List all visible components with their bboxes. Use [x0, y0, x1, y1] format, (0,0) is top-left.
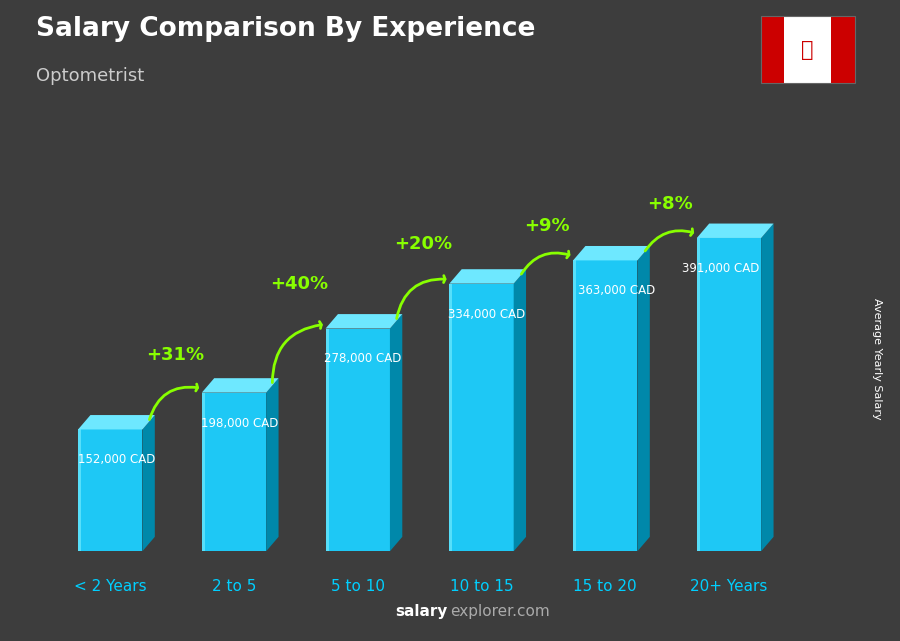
- Text: 198,000 CAD: 198,000 CAD: [201, 417, 278, 429]
- Polygon shape: [266, 378, 279, 551]
- Text: 🍁: 🍁: [802, 40, 814, 60]
- Polygon shape: [449, 283, 514, 551]
- Polygon shape: [326, 328, 328, 551]
- Polygon shape: [573, 260, 637, 551]
- Text: 2 to 5: 2 to 5: [212, 579, 256, 594]
- Text: +31%: +31%: [146, 346, 204, 364]
- Polygon shape: [449, 283, 453, 551]
- Text: 391,000 CAD: 391,000 CAD: [682, 262, 760, 275]
- Text: explorer.com: explorer.com: [450, 604, 550, 619]
- Text: 278,000 CAD: 278,000 CAD: [324, 353, 401, 365]
- Polygon shape: [697, 224, 773, 238]
- Polygon shape: [78, 415, 155, 429]
- Text: 152,000 CAD: 152,000 CAD: [78, 453, 156, 467]
- Polygon shape: [697, 238, 700, 551]
- Polygon shape: [142, 415, 155, 551]
- Polygon shape: [697, 238, 761, 551]
- Text: 15 to 20: 15 to 20: [573, 579, 637, 594]
- Polygon shape: [202, 378, 279, 392]
- Text: 363,000 CAD: 363,000 CAD: [578, 285, 655, 297]
- Polygon shape: [637, 246, 650, 551]
- Text: 20+ Years: 20+ Years: [690, 579, 768, 594]
- Polygon shape: [761, 224, 773, 551]
- Polygon shape: [390, 314, 402, 551]
- Text: 10 to 15: 10 to 15: [450, 579, 513, 594]
- Text: Salary Comparison By Experience: Salary Comparison By Experience: [36, 16, 536, 42]
- Text: salary: salary: [395, 604, 447, 619]
- Polygon shape: [573, 260, 576, 551]
- Polygon shape: [449, 269, 526, 283]
- Text: 334,000 CAD: 334,000 CAD: [448, 308, 526, 320]
- Polygon shape: [202, 392, 205, 551]
- Text: Average Yearly Salary: Average Yearly Salary: [872, 298, 883, 420]
- Text: +20%: +20%: [393, 235, 452, 253]
- Text: +40%: +40%: [270, 275, 328, 293]
- Polygon shape: [514, 269, 526, 551]
- Text: 5 to 10: 5 to 10: [331, 579, 385, 594]
- Polygon shape: [326, 314, 402, 328]
- Polygon shape: [326, 328, 390, 551]
- Polygon shape: [78, 429, 142, 551]
- Text: +8%: +8%: [647, 195, 693, 213]
- Polygon shape: [78, 429, 81, 551]
- Polygon shape: [573, 246, 650, 260]
- Text: +9%: +9%: [524, 217, 570, 235]
- Text: < 2 Years: < 2 Years: [74, 579, 147, 594]
- Polygon shape: [202, 392, 266, 551]
- Text: Optometrist: Optometrist: [36, 67, 144, 85]
